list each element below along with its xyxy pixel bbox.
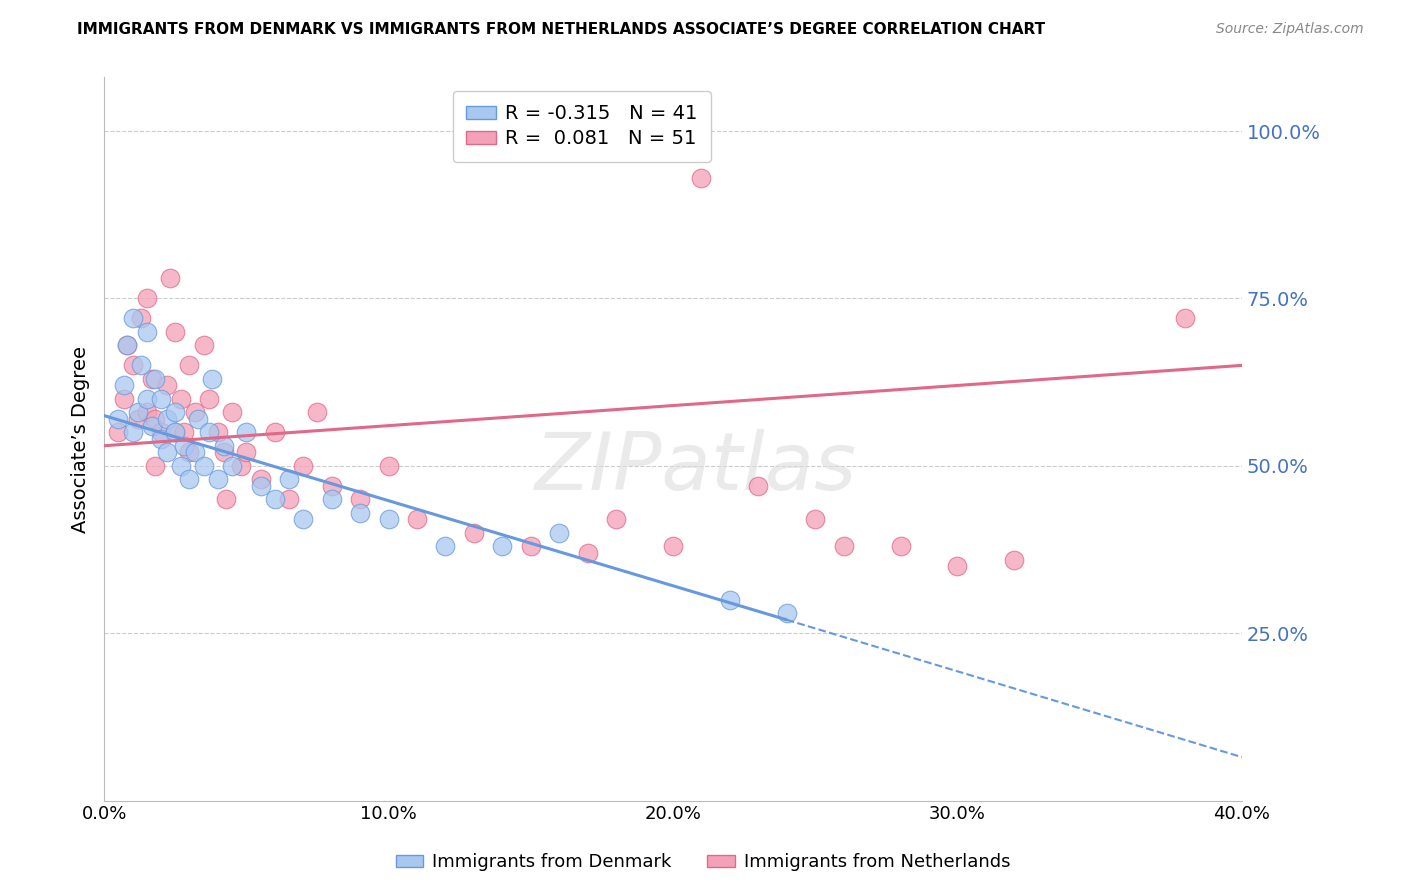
Point <box>292 512 315 526</box>
Point <box>112 378 135 392</box>
Point <box>349 506 371 520</box>
Point <box>263 425 285 440</box>
Point <box>156 412 179 426</box>
Point <box>193 458 215 473</box>
Point <box>179 359 201 373</box>
Point <box>278 492 301 507</box>
Point <box>129 311 152 326</box>
Legend: Immigrants from Denmark, Immigrants from Netherlands: Immigrants from Denmark, Immigrants from… <box>388 847 1018 879</box>
Point <box>150 432 173 446</box>
Text: Source: ZipAtlas.com: Source: ZipAtlas.com <box>1216 22 1364 37</box>
Point <box>198 392 221 406</box>
Point <box>173 425 195 440</box>
Point <box>107 425 129 440</box>
Point <box>184 445 207 459</box>
Point <box>832 539 855 553</box>
Point <box>150 425 173 440</box>
Point <box>292 458 315 473</box>
Point <box>173 439 195 453</box>
Point <box>321 479 343 493</box>
Point <box>135 325 157 339</box>
Point <box>165 425 187 440</box>
Point <box>201 372 224 386</box>
Point <box>747 479 769 493</box>
Point <box>662 539 685 553</box>
Point <box>165 405 187 419</box>
Point <box>198 425 221 440</box>
Point <box>263 492 285 507</box>
Point <box>129 359 152 373</box>
Point <box>187 412 209 426</box>
Point <box>170 392 193 406</box>
Point <box>212 439 235 453</box>
Point <box>229 458 252 473</box>
Point <box>115 338 138 352</box>
Point <box>605 512 627 526</box>
Point <box>121 425 143 440</box>
Point <box>165 325 187 339</box>
Point <box>434 539 457 553</box>
Point <box>135 405 157 419</box>
Point <box>115 338 138 352</box>
Point <box>179 445 201 459</box>
Point <box>184 405 207 419</box>
Point <box>804 512 827 526</box>
Point <box>463 525 485 540</box>
Point <box>156 445 179 459</box>
Text: IMMIGRANTS FROM DENMARK VS IMMIGRANTS FROM NETHERLANDS ASSOCIATE’S DEGREE CORREL: IMMIGRANTS FROM DENMARK VS IMMIGRANTS FR… <box>77 22 1046 37</box>
Point <box>150 392 173 406</box>
Point <box>491 539 513 553</box>
Point <box>349 492 371 507</box>
Point <box>165 425 187 440</box>
Point <box>235 445 257 459</box>
Point <box>207 472 229 486</box>
Point <box>776 606 799 620</box>
Point <box>143 372 166 386</box>
Point <box>548 525 571 540</box>
Point <box>135 392 157 406</box>
Point <box>159 271 181 285</box>
Point <box>135 292 157 306</box>
Point <box>127 405 149 419</box>
Point <box>107 412 129 426</box>
Point <box>249 479 271 493</box>
Point <box>141 372 163 386</box>
Point <box>520 539 543 553</box>
Point <box>179 472 201 486</box>
Point <box>946 559 969 574</box>
Text: ZIPatlas: ZIPatlas <box>534 429 856 507</box>
Point <box>406 512 429 526</box>
Point <box>221 458 243 473</box>
Point <box>235 425 257 440</box>
Legend: R = -0.315   N = 41, R =  0.081   N = 51: R = -0.315 N = 41, R = 0.081 N = 51 <box>453 91 711 161</box>
Point <box>1174 311 1197 326</box>
Point <box>207 425 229 440</box>
Point <box>127 412 149 426</box>
Point <box>121 359 143 373</box>
Point <box>156 378 179 392</box>
Point <box>377 458 399 473</box>
Point <box>718 592 741 607</box>
Point <box>112 392 135 406</box>
Point <box>141 418 163 433</box>
Point <box>121 311 143 326</box>
Point <box>215 492 238 507</box>
Point <box>377 512 399 526</box>
Point <box>278 472 301 486</box>
Point <box>212 445 235 459</box>
Point <box>193 338 215 352</box>
Point <box>576 546 599 560</box>
Point <box>143 458 166 473</box>
Point <box>143 412 166 426</box>
Point <box>307 405 329 419</box>
Point <box>249 472 271 486</box>
Point <box>690 170 713 185</box>
Point <box>321 492 343 507</box>
Y-axis label: Associate’s Degree: Associate’s Degree <box>72 345 90 533</box>
Point <box>170 458 193 473</box>
Point <box>889 539 911 553</box>
Point <box>1002 552 1025 566</box>
Point <box>221 405 243 419</box>
